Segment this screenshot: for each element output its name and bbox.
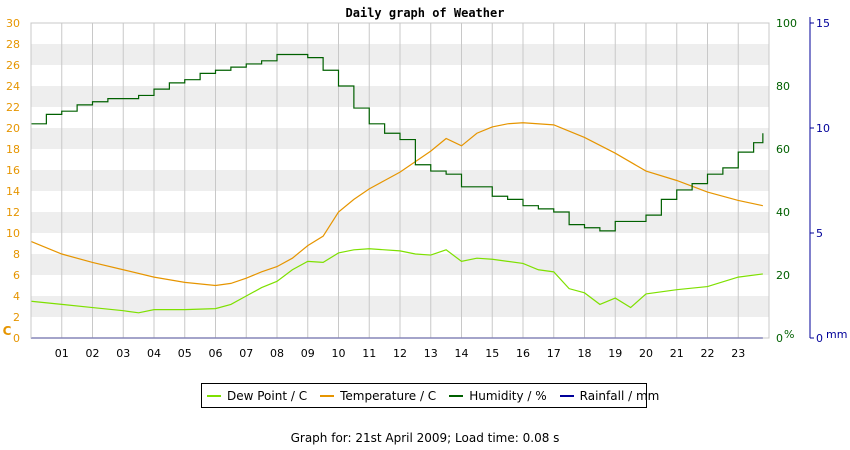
mid-axis-tick-label: 80 (776, 80, 790, 93)
chart-legend: Dew Point / C Temperature / C Humidity /… (201, 383, 659, 408)
x-tick-label: 21 (670, 347, 684, 360)
left-axis-tick-label: 20 (6, 122, 20, 135)
x-tick-label: 11 (362, 347, 376, 360)
legend-item-dew-point: Dew Point / C (207, 389, 307, 403)
x-tick-label: 19 (608, 347, 622, 360)
x-tick-label: 09 (301, 347, 315, 360)
left-axis-tick-label: 14 (6, 185, 20, 198)
right-axis-tick-label: 0 (816, 332, 823, 345)
mid-axis-tick-label: 0 (776, 332, 783, 345)
series-line-dew-point (30, 248, 763, 314)
x-tick-label: 06 (209, 347, 223, 360)
left-axis-tick-label: 4 (13, 290, 20, 303)
left-axis-tick-label: 6 (13, 269, 20, 282)
x-tick-label: 02 (86, 347, 100, 360)
left-axis-tick-label: 10 (6, 227, 20, 240)
mid-axis-tick-label: 40 (776, 206, 790, 219)
left-axis-tick-label: 28 (6, 38, 20, 51)
right-axis-tick-label: 15 (816, 17, 830, 30)
legend-swatch-humidity (449, 394, 464, 397)
x-tick-label: 08 (270, 347, 284, 360)
x-tick-label: 05 (178, 347, 192, 360)
left-axis-tick-label: 30 (6, 17, 20, 30)
x-tick-label: 13 (424, 347, 438, 360)
x-tick-label: 22 (701, 347, 715, 360)
x-tick-label: 07 (239, 347, 253, 360)
left-axis-tick-label: 26 (6, 59, 20, 72)
legend-swatch-rainfall (559, 394, 574, 397)
legend-label-temperature: Temperature / C (340, 388, 437, 403)
left-axis-tick-label: 12 (6, 206, 20, 219)
x-tick-label: 15 (485, 347, 499, 360)
series-line-humidity (31, 53, 764, 232)
mid-axis-tick-label: 60 (776, 143, 790, 156)
chart-title: Daily graph of Weather (346, 6, 505, 20)
legend-label-dew-point: Dew Point / C (227, 388, 308, 403)
right-axis-tick-label: 5 (816, 227, 823, 240)
left-axis-tick-label: 24 (6, 80, 20, 93)
right-axis-tick-label: 10 (816, 122, 830, 135)
left-axis-tick-label: 18 (6, 143, 20, 156)
left-axis-tick-label: 22 (6, 101, 20, 114)
legend-item-temperature: Temperature / C (320, 389, 436, 403)
left-axis-tick-label: 16 (6, 164, 20, 177)
left-axis-unit: C (3, 324, 12, 338)
x-tick-label: 17 (547, 347, 561, 360)
graph-footer: Graph for: 21st April 2009; Load time: 0… (290, 431, 560, 445)
x-tick-label: 04 (147, 347, 161, 360)
vertical-gridlines (61, 23, 739, 338)
x-tick-label: 12 (393, 347, 407, 360)
mid-axis-unit: % (784, 328, 794, 341)
plot-frame (30, 22, 770, 339)
legend-swatch-temperature (320, 394, 335, 397)
mid-axis-tick-label: 100 (776, 17, 797, 30)
legend-label-humidity: Humidity / % (469, 388, 547, 403)
left-axis-tick-label: 0 (13, 332, 20, 345)
x-tick-label: 23 (731, 347, 745, 360)
x-tick-label: 16 (516, 347, 530, 360)
legend-swatch-dew-point (207, 394, 221, 397)
axes: 01 02 03 04 05 06 07 08 09 10 11 12 13 14 15 16 17 18 19 20… (3, 17, 847, 360)
legend-item-humidity: Humidity / % (449, 388, 547, 403)
x-tick-label: 18 (578, 347, 592, 360)
x-tick-label: 03 (116, 347, 130, 360)
x-tick-label: 01 (55, 347, 69, 360)
legend-item-rainfall: Rainfall / mm (559, 388, 660, 403)
x-tick-label: 14 (455, 347, 469, 360)
x-tick-label: 20 (639, 347, 653, 360)
series-line-temperature (30, 122, 763, 287)
x-tick-label: 10 (332, 347, 346, 360)
left-axis-tick-label: 2 (13, 311, 20, 324)
mid-axis-tick-label: 20 (776, 269, 790, 282)
legend-label-rainfall: Rainfall / mm (579, 388, 660, 403)
right-axis-unit: mm (826, 328, 847, 341)
left-axis-tick-label: 8 (13, 248, 20, 261)
